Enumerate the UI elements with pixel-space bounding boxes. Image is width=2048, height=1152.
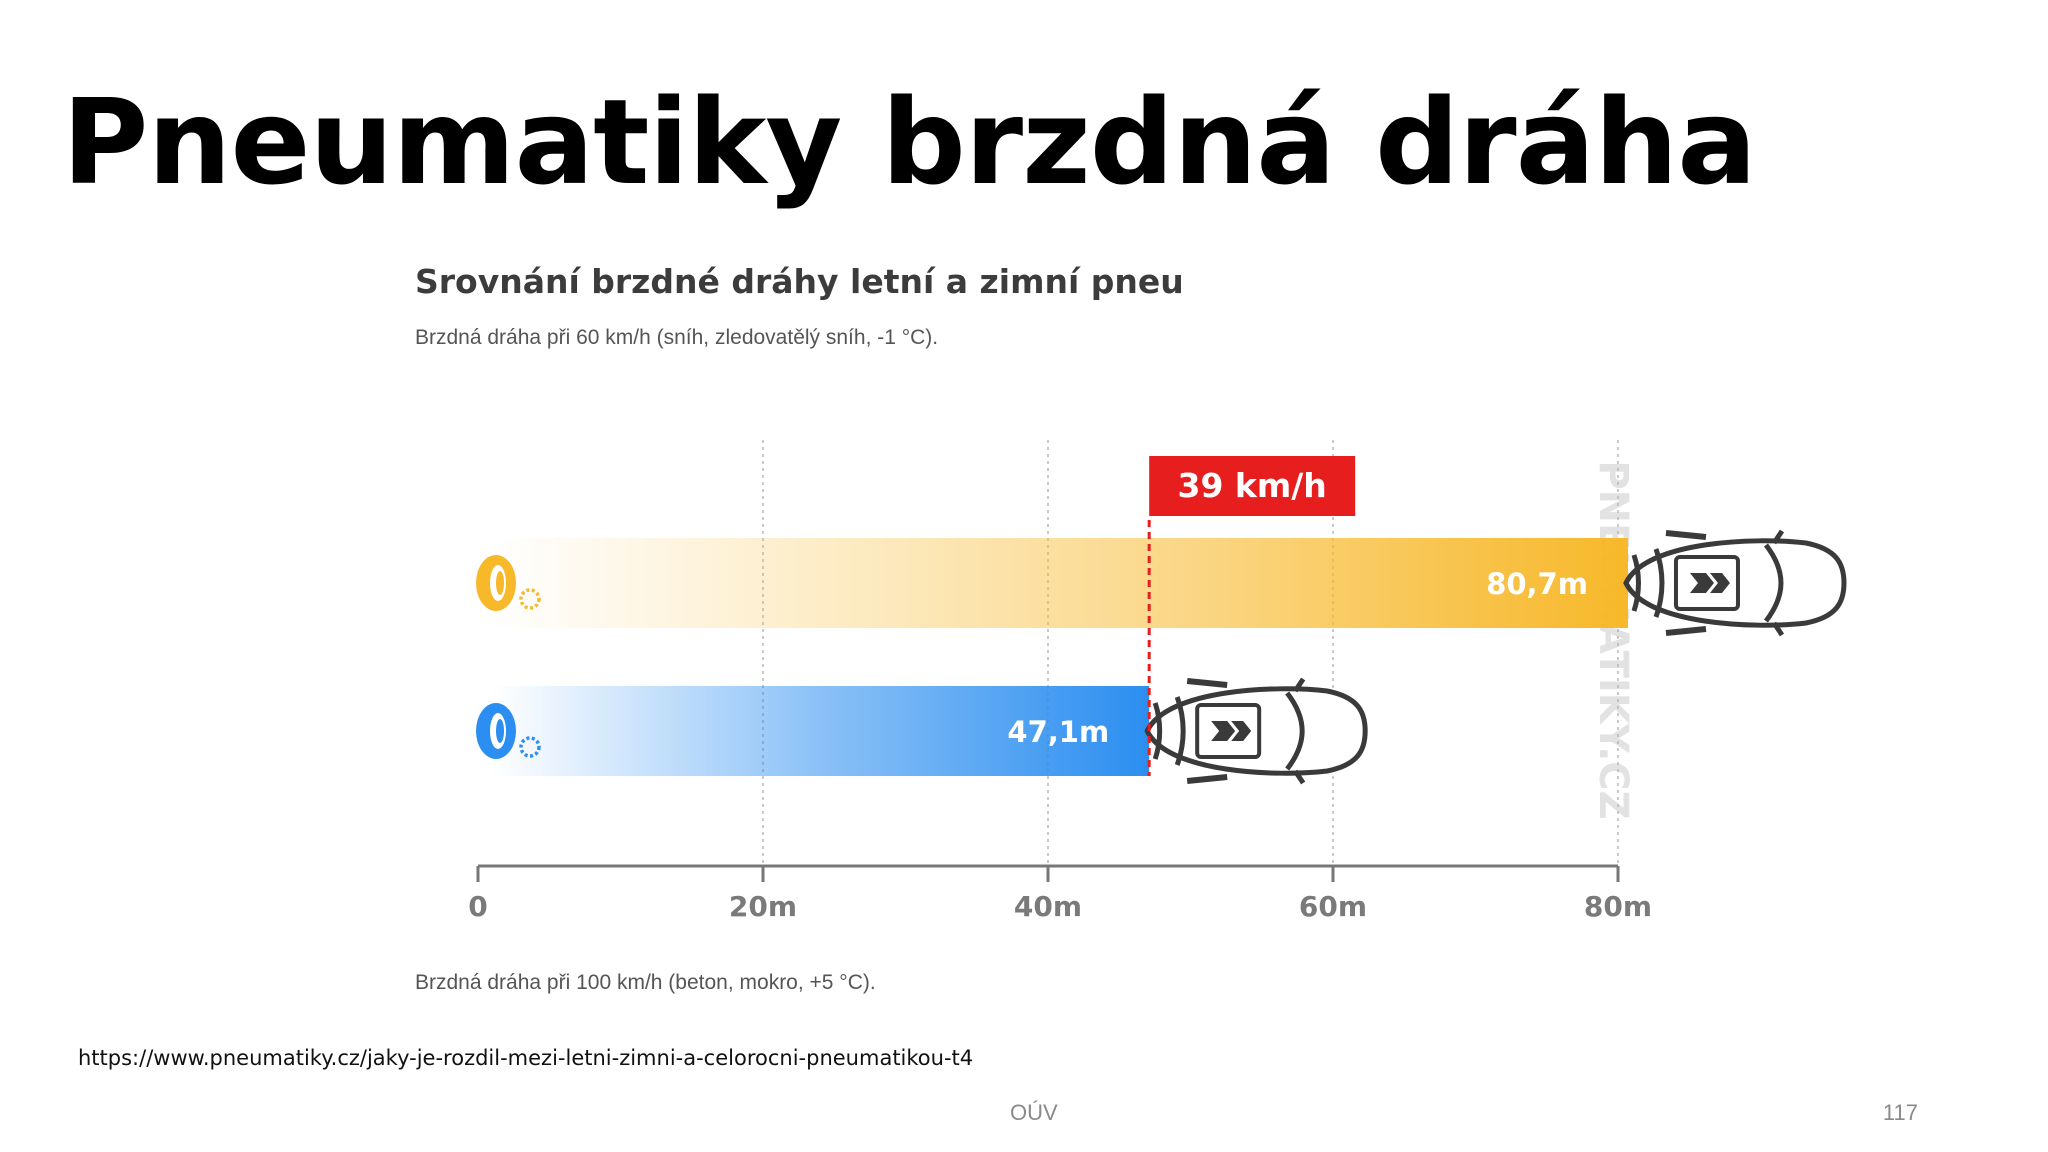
car-icon: [1147, 679, 1365, 783]
bars: 80,7m 47,1m: [476, 531, 1844, 783]
speed-annotation-box: [1149, 456, 1356, 516]
slide-title: Pneumatiky brzdná dráha: [62, 73, 1757, 211]
bar: [492, 686, 1150, 776]
footer-label: OÚV: [1010, 1100, 1058, 1125]
tire-hub-center: [496, 719, 504, 743]
sun-icon: [519, 588, 541, 610]
data-label: 80,7m: [1486, 567, 1588, 601]
data-label: 47,1m: [1007, 715, 1109, 749]
slide-number: 117: [1882, 1100, 1918, 1125]
chart-subtitle: Brzdná dráha při 60 km/h (sníh, zledovat…: [415, 326, 939, 349]
x-tick-label: 0: [468, 890, 487, 923]
car-icon: [1626, 531, 1844, 635]
chart-footnote: Brzdná dráha při 100 km/h (beton, mokro,…: [415, 971, 876, 994]
speed-annotation-label: 39 km/h: [1178, 466, 1327, 505]
source-link[interactable]: https://www.pneumatiky.cz/jaky-je-rozdil…: [78, 1046, 974, 1070]
x-tick-label: 80m: [1584, 890, 1652, 923]
x-axis: 0 20m 40m 60m 80m: [468, 864, 1652, 923]
x-tick-label: 60m: [1299, 890, 1367, 923]
chart-title: Srovnání brzdné dráhy letní a zimní pneu: [415, 262, 1184, 301]
tire-hub-center: [496, 571, 504, 595]
grid-lines: PNEUMATIKY.CZ: [762, 440, 1636, 866]
x-tick-label: 40m: [1014, 890, 1082, 923]
watermark-text: PNEUMATIKY.CZ: [1590, 460, 1636, 819]
annotation: 39 km/h: [1147, 456, 1356, 776]
x-tick-label: 20m: [729, 890, 797, 923]
bar: [492, 538, 1628, 628]
snowflake-icon: [519, 736, 541, 758]
